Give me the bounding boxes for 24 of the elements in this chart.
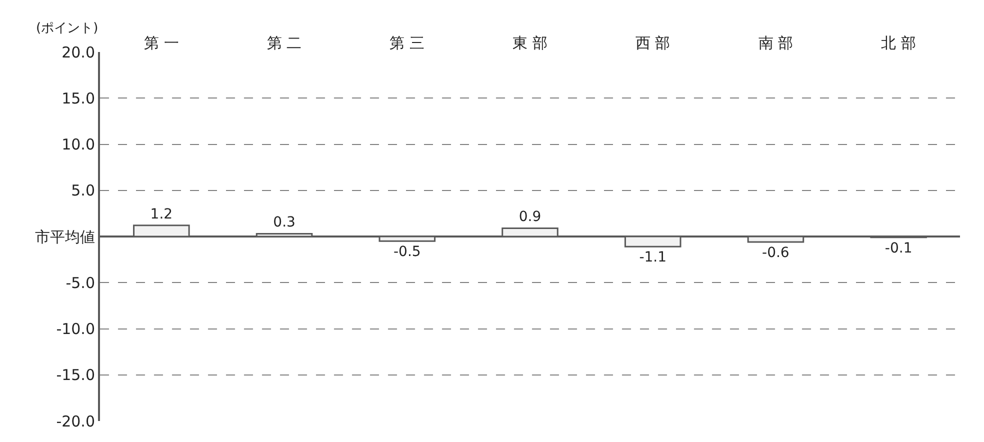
x-tick-label: 第 三 xyxy=(390,34,425,52)
y-tick-label: 10.0 xyxy=(62,136,95,154)
x-tick-label: 西 部 xyxy=(635,34,670,52)
data-label: -0.1 xyxy=(884,240,912,256)
data-label: -0.5 xyxy=(393,244,421,260)
y-tick-label: 20.0 xyxy=(62,43,95,62)
x-tick-label: 第 二 xyxy=(266,34,302,52)
x-tick-label: 北 部 xyxy=(881,34,916,52)
y-tick-label: 市平均値 xyxy=(35,228,95,246)
x-tick-label: 第 一 xyxy=(144,34,179,52)
data-label: -0.6 xyxy=(762,245,790,262)
y-tick-label: -10.0 xyxy=(56,320,95,338)
y-tick-label: -15.0 xyxy=(56,366,95,384)
data-label: 1.2 xyxy=(150,206,173,222)
y-tick-label: 5.0 xyxy=(71,182,95,200)
y-tick-label: -20.0 xyxy=(56,412,95,430)
y-tick-label: 15.0 xyxy=(62,89,95,108)
data-label: -1.1 xyxy=(639,250,667,266)
data-label: 0.3 xyxy=(273,214,296,231)
x-tick-label: 東 部 xyxy=(512,34,548,52)
y-tick-label: -5.0 xyxy=(66,274,95,292)
data-label: 0.9 xyxy=(518,209,542,226)
y-axis-title: (ポイント) xyxy=(36,21,98,36)
x-tick-label: 南 部 xyxy=(758,34,794,52)
